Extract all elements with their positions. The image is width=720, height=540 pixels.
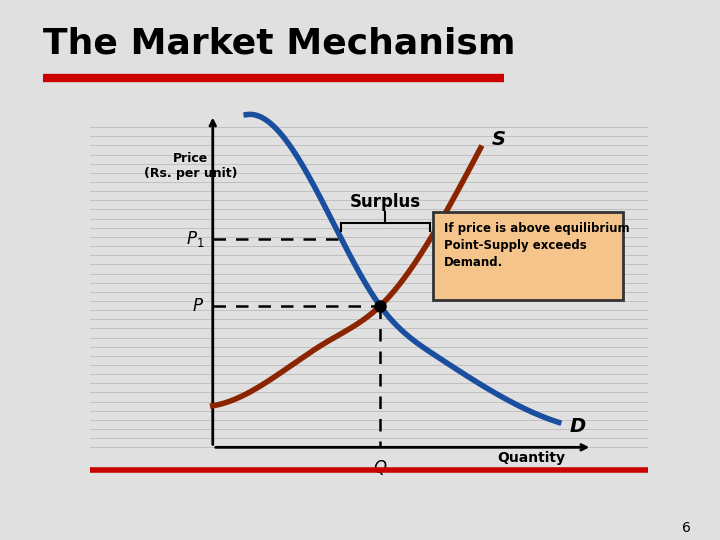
Text: Surplus: Surplus [350, 193, 421, 211]
Text: If price is above equilibrium
Point-Supply exceeds
Demand.: If price is above equilibrium Point-Supp… [444, 222, 630, 269]
Text: Price
(Rs. per unit): Price (Rs. per unit) [144, 152, 237, 180]
Text: $P$: $P$ [192, 297, 204, 315]
Text: The Market Mechanism: The Market Mechanism [43, 27, 516, 61]
Text: $Q$: $Q$ [373, 458, 387, 477]
Text: $P_1$: $P_1$ [186, 230, 204, 249]
Text: D: D [570, 417, 586, 436]
Text: Quantity: Quantity [498, 451, 565, 465]
FancyBboxPatch shape [433, 212, 623, 300]
Text: 6: 6 [683, 521, 691, 535]
Text: S: S [492, 130, 505, 149]
